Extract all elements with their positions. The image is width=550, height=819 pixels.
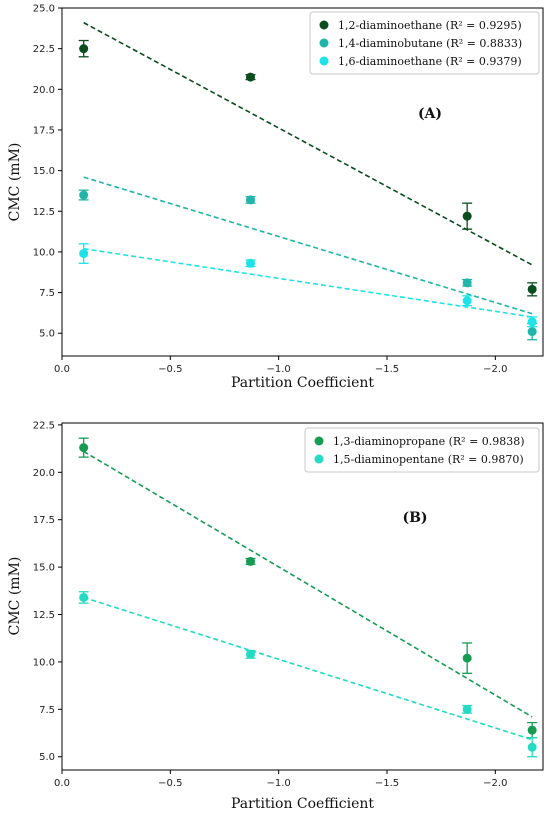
x-tick-label: 0.0 (54, 364, 70, 375)
data-point (527, 327, 537, 337)
y-tick-label: 17.5 (33, 515, 55, 526)
x-tick-label: −0.5 (158, 778, 182, 789)
trend-line (83, 176, 533, 315)
plot-frame (61, 422, 544, 771)
y-tick-label: 5.0 (39, 752, 55, 763)
plot-frame (61, 7, 544, 357)
trend-line (83, 596, 533, 741)
legend-label: 1,5-diaminopentane (R² = 0.9870) (333, 453, 524, 466)
panel-label: (B) (402, 510, 427, 526)
legend-marker (319, 38, 329, 48)
legend-marker (319, 20, 329, 30)
y-tick-label: 7.5 (39, 288, 55, 299)
trend-line (83, 21, 533, 266)
legend-label: 1,3-diaminopropane (R² = 0.9838) (333, 435, 525, 448)
data-point (246, 649, 255, 659)
x-tick-label: −1.5 (375, 364, 399, 375)
y-tick-label: 17.5 (33, 125, 55, 136)
x-tick-label: −2.0 (483, 364, 507, 375)
trend-line (83, 450, 533, 718)
panel-label: (A) (418, 106, 442, 122)
legend-box (309, 11, 540, 75)
data-point (462, 704, 472, 714)
trend-line (83, 247, 533, 318)
legend: 1,2-diaminoethane (R² = 0.9295) 1,4-diami… (309, 11, 540, 75)
x-tick-label: −1.5 (375, 778, 399, 789)
legend-marker (319, 56, 329, 66)
x-tick-label: −1.0 (267, 364, 291, 375)
x-tick-label: −1.0 (267, 778, 291, 789)
y-tick-label: 15.0 (33, 166, 55, 177)
y-tick-label: 7.5 (39, 705, 55, 716)
legend-label: 1,2-diaminoethane (R² = 0.9295) (338, 19, 522, 32)
y-tick-label: 20.0 (33, 85, 55, 96)
y-tick-label: 5.0 (39, 329, 55, 340)
data-point (79, 44, 89, 54)
data-point (79, 190, 89, 200)
x-axis-label: Partition Coefficient (231, 375, 374, 391)
data-point (246, 195, 255, 205)
data-point (246, 556, 255, 566)
y-tick-label: 22.5 (33, 420, 55, 431)
data-point (246, 258, 255, 268)
data-point (527, 725, 537, 735)
data-point (462, 211, 472, 221)
y-axis-label: CMC (mM) (7, 557, 23, 636)
data-point (462, 296, 472, 306)
y-tick-label: 22.5 (33, 44, 55, 55)
data-point (462, 278, 472, 288)
data-point (246, 72, 255, 82)
chart-panel-1: 0.0 −0.5 −1.0 −1.5 −2.0 5.0 7.5 10.0 12.5 15.0 17.… (7, 4, 544, 391)
legend-marker (314, 436, 324, 446)
chart-panel-2: 0.0 −0.5 −1.0 −1.5 −2.0 5.0 7.5 10.0 12.5 15.0 17.… (7, 420, 544, 812)
y-tick-label: 10.0 (33, 247, 55, 258)
y-axis-label: CMC (mM) (7, 143, 23, 222)
x-tick-label: −2.0 (483, 778, 507, 789)
x-axis-label: Partition Coefficient (231, 796, 374, 812)
data-point (527, 317, 537, 327)
data-point (79, 249, 89, 259)
data-point (462, 653, 472, 663)
data-point (527, 284, 537, 294)
y-tick-label: 20.0 (33, 468, 55, 479)
y-tick-label: 25.0 (33, 4, 55, 15)
legend: 1,3-diaminopropane (R² = 0.9838) 1,5-diam… (304, 427, 540, 473)
legend-label: 1,6-diaminoethane (R² = 0.9379) (338, 55, 522, 68)
y-tick-label: 15.0 (33, 563, 55, 574)
y-tick-label: 12.5 (33, 610, 55, 621)
legend-marker (314, 454, 324, 464)
x-tick-label: −0.5 (158, 364, 182, 375)
x-tick-label: 0.0 (54, 778, 70, 789)
data-point (527, 742, 537, 752)
data-point (79, 443, 89, 453)
data-point (79, 592, 89, 602)
legend-label: 1,4-diaminobutane (R² = 0.8833) (338, 37, 522, 50)
y-tick-label: 12.5 (33, 207, 55, 218)
y-tick-label: 10.0 (33, 657, 55, 668)
legend-box (304, 427, 540, 473)
